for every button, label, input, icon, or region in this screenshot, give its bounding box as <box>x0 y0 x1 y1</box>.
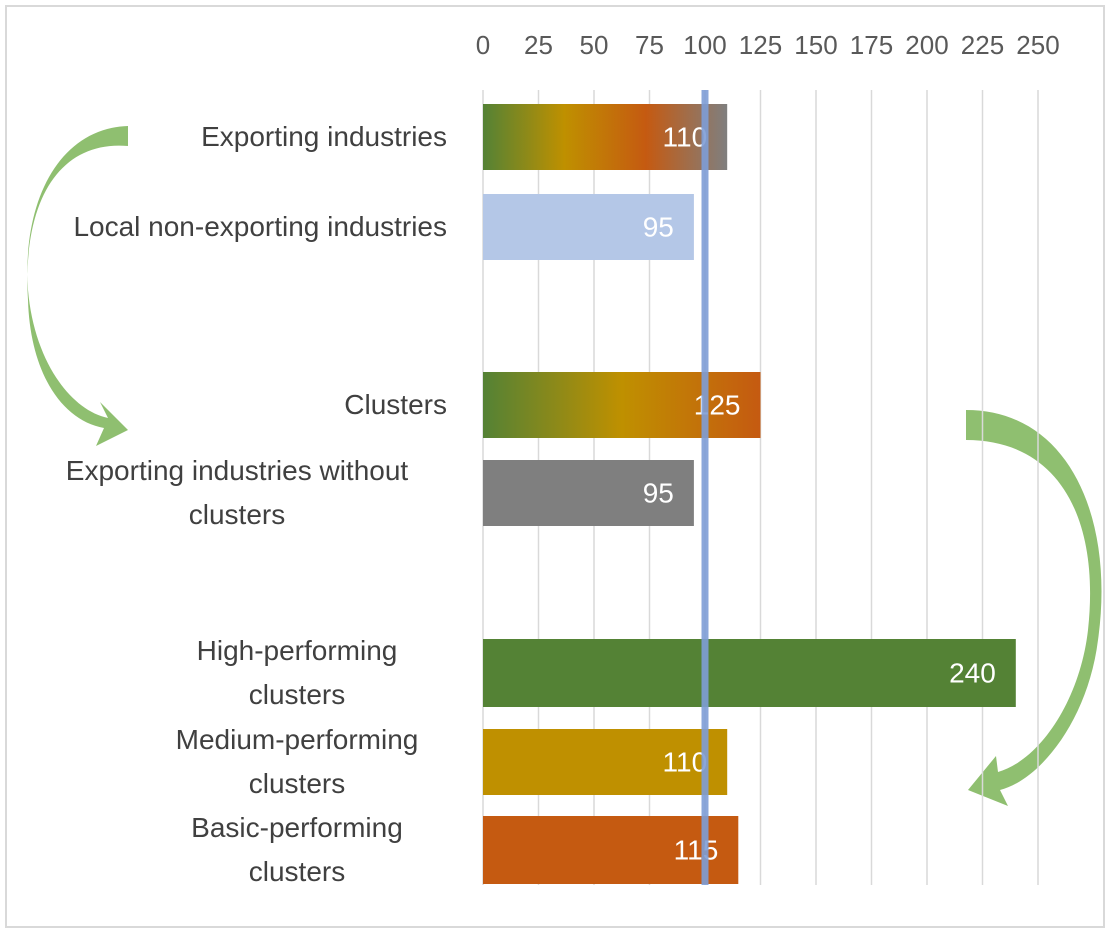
category-label-wrap: Clusters <box>15 355 447 455</box>
value-label: 95 <box>643 211 674 242</box>
category-label-box: High-performing clusters <box>15 623 447 723</box>
category-label: Exporting industries without clusters <box>65 455 409 530</box>
bar <box>483 104 728 170</box>
x-tick-label: 0 <box>476 30 490 60</box>
value-label: 110 <box>663 746 708 777</box>
x-tick-label: 50 <box>580 30 609 60</box>
x-tick-label: 150 <box>794 30 837 60</box>
category-label: Local non-exporting industries <box>73 211 447 242</box>
category-label: Clusters <box>344 389 447 420</box>
category-label-box: Local non-exporting industries <box>15 177 447 277</box>
x-tick-label: 225 <box>961 30 1004 60</box>
category-label-wrap: Basic-performing clusters <box>15 800 447 900</box>
bar <box>483 460 694 526</box>
x-tick-label: 75 <box>635 30 664 60</box>
category-label-box: Basic-performing clusters <box>15 800 447 900</box>
value-label: 115 <box>674 834 719 865</box>
x-tick-label: 250 <box>1016 30 1059 60</box>
frame <box>5 5 1105 928</box>
right-arrow <box>966 410 1102 806</box>
category-label-box: Exporting industries without clusters <box>15 443 447 543</box>
category-label: Exporting industries <box>201 121 447 152</box>
x-tick-label: 100 <box>683 30 726 60</box>
x-tick-label: 125 <box>739 30 782 60</box>
category-label: Basic-performing clusters <box>191 812 403 887</box>
category-label-box: Exporting industries <box>15 87 447 187</box>
x-tick-label: 175 <box>850 30 893 60</box>
value-label: 125 <box>694 389 741 420</box>
value-label: 95 <box>643 477 674 508</box>
bar <box>483 194 694 260</box>
category-label-wrap: Exporting industries without clusters <box>15 443 447 543</box>
bar <box>483 639 1016 707</box>
x-tick-label: 25 <box>524 30 553 60</box>
x-tick-label: 200 <box>905 30 948 60</box>
value-label: 110 <box>663 121 708 152</box>
value-label: 240 <box>949 657 996 688</box>
category-label-wrap: Medium-performing clusters <box>15 712 447 812</box>
category-label-box: Medium-performing clusters <box>15 712 447 812</box>
category-label-wrap: Exporting industries <box>15 87 447 187</box>
category-label: Medium-performing clusters <box>175 724 419 799</box>
category-label-wrap: High-performing clusters <box>15 623 447 723</box>
bar <box>483 816 739 884</box>
category-label: High-performing clusters <box>196 635 398 710</box>
bar <box>483 372 761 438</box>
category-label-box: Clusters <box>15 355 447 455</box>
category-label-wrap: Local non-exporting industries <box>15 177 447 277</box>
bar <box>483 729 728 795</box>
